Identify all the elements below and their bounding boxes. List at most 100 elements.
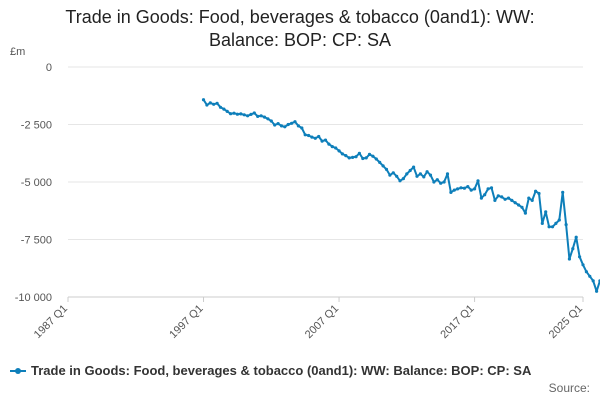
series-layer	[201, 98, 600, 293]
data-point	[351, 155, 355, 159]
chart-title: Trade in Goods: Food, beverages & tobacc…	[0, 6, 600, 52]
legend[interactable]: Trade in Goods: Food, beverages & tobacc…	[10, 363, 531, 378]
data-point	[232, 111, 236, 115]
data-point	[340, 152, 344, 156]
data-point	[595, 289, 599, 293]
data-point	[510, 198, 514, 202]
data-point	[205, 103, 209, 107]
data-point	[317, 134, 321, 139]
x-tick-label: 1987 Q1	[32, 303, 70, 341]
data-point	[405, 172, 409, 176]
data-point	[513, 201, 517, 205]
data-point	[506, 196, 511, 200]
data-point	[520, 205, 524, 209]
data-point	[361, 156, 365, 161]
data-point	[242, 113, 246, 117]
data-point	[283, 125, 287, 129]
data-point	[581, 263, 585, 267]
data-point	[259, 114, 263, 118]
data-point	[252, 111, 256, 115]
data-point	[344, 154, 348, 158]
data-point	[476, 179, 480, 183]
data-point	[530, 198, 534, 202]
data-point	[367, 152, 372, 156]
data-point	[567, 257, 572, 261]
data-point	[218, 105, 223, 109]
source-label: Source:	[548, 381, 590, 395]
data-point	[300, 126, 304, 130]
data-point	[571, 247, 575, 251]
grid-lines	[68, 66, 583, 298]
data-point	[337, 149, 341, 153]
data-point	[564, 223, 568, 227]
data-point	[225, 109, 229, 113]
data-point	[517, 203, 521, 207]
data-point	[449, 190, 453, 194]
data-point	[303, 133, 307, 137]
data-point	[588, 274, 592, 278]
data-point	[462, 186, 466, 190]
data-point	[534, 189, 538, 193]
data-point	[503, 197, 507, 201]
data-point	[290, 121, 294, 125]
legend-series-label: Trade in Goods: Food, beverages & tobacc…	[31, 363, 532, 378]
data-point	[415, 174, 419, 178]
data-point	[313, 136, 317, 140]
data-point	[435, 178, 439, 182]
y-tick-label: -10 000	[15, 292, 52, 304]
axes: 0 -2 500 -5 000 -7 500 -10 000 £m 1987 Q1 1997 …	[10, 46, 585, 341]
data-point	[215, 101, 219, 105]
data-point	[550, 225, 555, 229]
x-tick-label: 1997 Q1	[167, 303, 205, 341]
data-point	[591, 279, 595, 283]
data-point	[537, 191, 541, 196]
data-point	[445, 172, 450, 176]
y-tick-label: -5 000	[21, 177, 52, 189]
data-point	[249, 112, 253, 116]
data-point	[523, 211, 528, 215]
data-point	[442, 180, 446, 184]
data-point	[395, 174, 399, 178]
chart-title-line-2: Balance: BOP: CP: SA	[208, 30, 392, 50]
data-point	[486, 187, 490, 191]
data-point	[496, 194, 500, 198]
data-point	[235, 112, 239, 116]
data-point	[408, 168, 412, 173]
data-point	[330, 145, 334, 149]
data-point	[527, 196, 531, 200]
y-tick-label: -2 500	[21, 120, 52, 132]
data-point	[327, 142, 331, 146]
data-point	[307, 133, 311, 138]
data-point	[371, 154, 375, 158]
data-point	[273, 123, 277, 127]
data-point	[544, 210, 548, 214]
data-point	[323, 138, 328, 142]
data-point	[201, 98, 206, 102]
data-point	[584, 270, 589, 274]
data-point	[439, 181, 443, 185]
data-point	[384, 167, 389, 171]
data-point	[388, 173, 392, 177]
data-point	[398, 179, 402, 183]
x-tick-label: 2007 Q1	[303, 303, 341, 341]
data-point	[269, 119, 273, 123]
series-line	[202, 99, 600, 293]
y-tick-label: -7 500	[21, 235, 52, 247]
data-point	[320, 139, 324, 143]
data-point	[483, 193, 487, 197]
data-point	[473, 187, 477, 191]
data-point	[418, 172, 422, 176]
data-point	[347, 156, 351, 160]
data-point	[256, 114, 260, 118]
data-point	[561, 190, 565, 194]
data-point	[469, 188, 473, 192]
data-point	[262, 115, 267, 119]
x-tick-label: 2017 Q1	[438, 303, 476, 341]
data-point	[222, 107, 226, 111]
data-point	[432, 180, 436, 184]
data-point	[279, 124, 284, 128]
data-point	[229, 112, 233, 116]
data-point	[334, 146, 338, 150]
data-point	[378, 160, 382, 164]
